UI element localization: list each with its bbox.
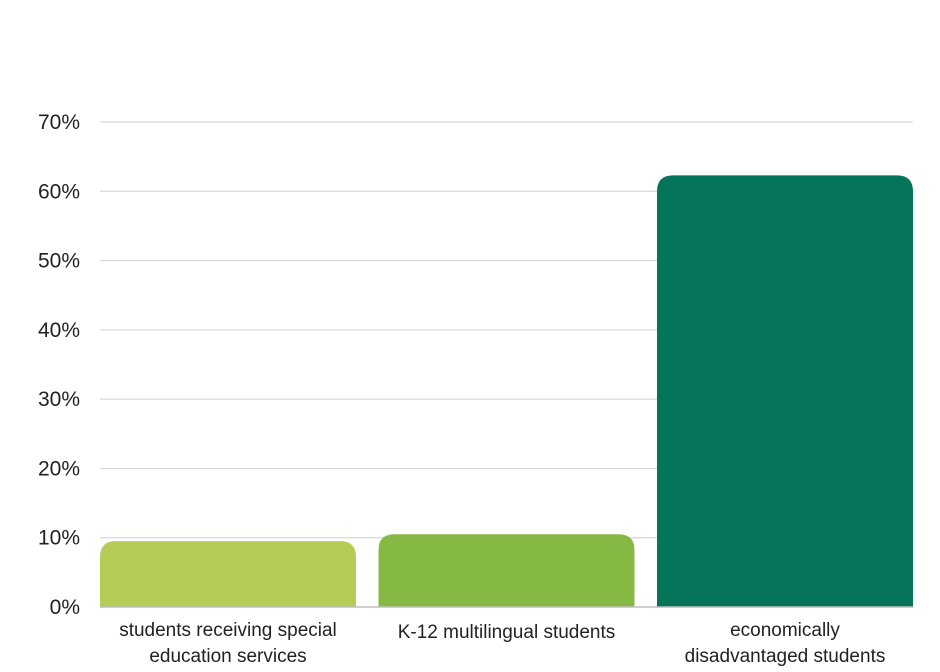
bars bbox=[100, 175, 913, 607]
x-category-label-line: economically bbox=[730, 620, 840, 641]
bar bbox=[657, 175, 913, 607]
y-tick-label: 60% bbox=[38, 180, 80, 203]
bar bbox=[100, 541, 356, 607]
y-tick-label: 10% bbox=[38, 527, 80, 550]
x-category-label: students receiving special education serv… bbox=[119, 620, 337, 667]
bar bbox=[378, 534, 635, 607]
x-axis: students receiving special education serv… bbox=[100, 606, 913, 667]
gridlines bbox=[100, 121, 913, 539]
y-axis: 0% 10% 20% 30% 40% 50% 60% 70% bbox=[38, 111, 80, 619]
x-category-label-line: disadvantaged students bbox=[685, 646, 886, 667]
y-tick-label: 0% bbox=[50, 596, 80, 619]
x-category-label: economically disadvantaged students bbox=[685, 620, 886, 667]
y-tick-label: 50% bbox=[38, 250, 80, 273]
x-category-label-line: K-12 multilingual students bbox=[398, 622, 616, 643]
y-tick-label: 30% bbox=[38, 388, 80, 411]
y-tick-label: 20% bbox=[38, 457, 80, 480]
x-category-label-line: education services bbox=[149, 646, 306, 667]
x-category-label: K-12 multilingual students bbox=[398, 622, 616, 643]
x-category-label-line: students receiving special bbox=[119, 620, 337, 641]
y-tick-label: 40% bbox=[38, 319, 80, 342]
y-tick-label: 70% bbox=[38, 111, 80, 134]
